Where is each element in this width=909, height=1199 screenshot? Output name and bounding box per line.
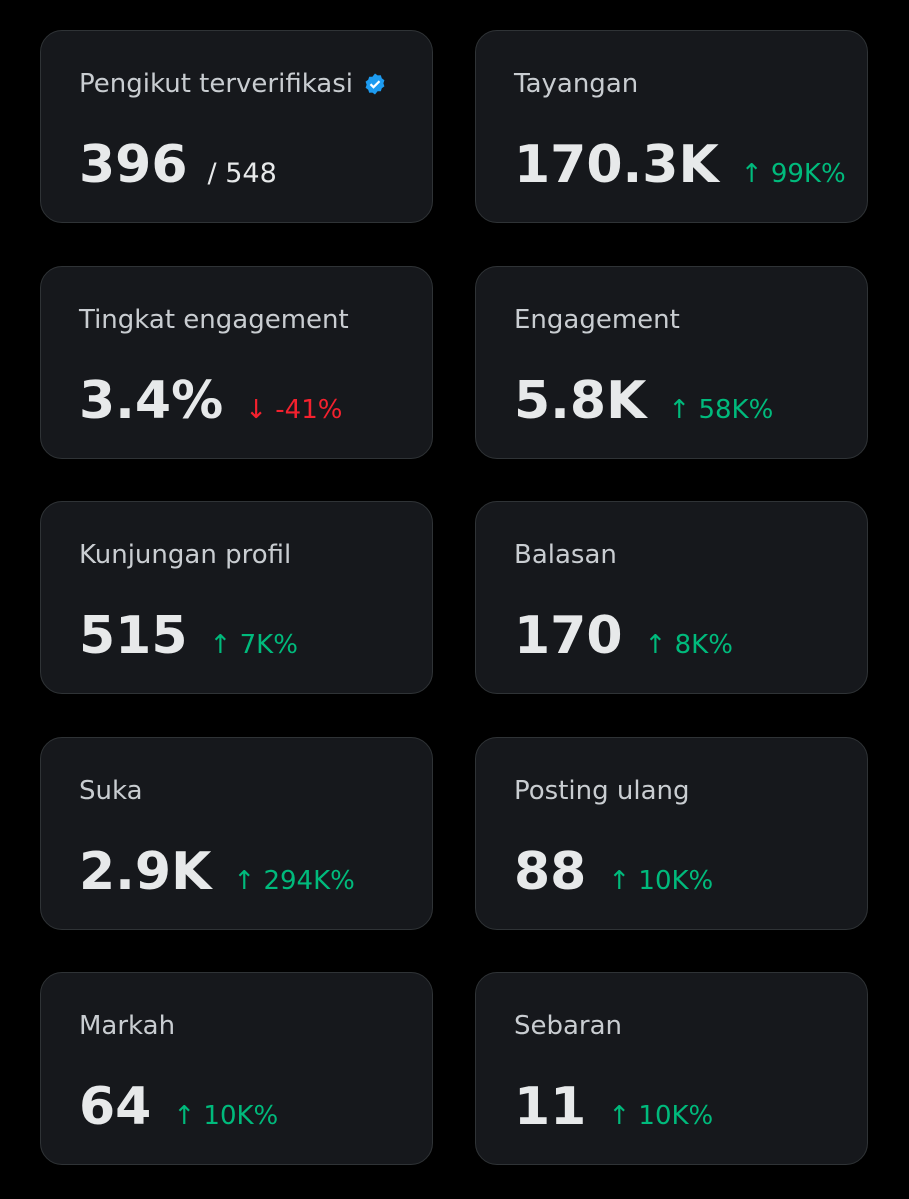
stat-label-wrap: Balasan <box>514 540 617 570</box>
stat-label: Posting ulang <box>514 775 690 806</box>
stat-card: Balasan 170 ↑ 8K% <box>475 501 868 694</box>
stat-value: 3.4% <box>79 370 224 431</box>
stat-total: / 548 <box>207 158 277 189</box>
stat-label: Kunjungan profil <box>79 540 292 570</box>
stat-card: Tayangan 170.3K ↑ 99K% <box>475 30 868 223</box>
stat-label: Suka <box>79 775 143 806</box>
stat-value: 515 <box>79 606 188 666</box>
stat-card: Markah 64 ↑ 10K% <box>40 972 433 1165</box>
stat-row: 515 ↑ 7K% <box>79 606 298 666</box>
stat-change: ↑ 8K% <box>644 630 733 660</box>
stat-label-wrap: Markah <box>79 1011 175 1041</box>
stat-value: 11 <box>514 1077 587 1137</box>
stat-label-wrap: Pengikut terverifikasi <box>79 69 387 99</box>
stat-label-wrap: Posting ulang <box>514 776 690 806</box>
stat-change: ↑ 10K% <box>173 1101 279 1131</box>
stat-row: 5.8K ↑ 58K% <box>514 371 773 431</box>
stat-card: Suka 2.9K ↑ 294K% <box>40 736 433 930</box>
stat-row: 2.9K ↑ 294K% <box>79 842 355 902</box>
stat-label: Markah <box>79 1011 176 1041</box>
stat-label-wrap: Engagement <box>514 305 680 335</box>
stat-row: 88 ↑ 10K% <box>514 842 713 902</box>
stat-row: 170 ↑ 8K% <box>514 606 733 666</box>
stat-change: ↑ 294K% <box>233 865 355 896</box>
stat-change: ↑ 58K% <box>668 394 774 425</box>
stat-label-wrap: Kunjungan profil <box>79 540 291 570</box>
stat-value: 170.3K <box>514 135 719 195</box>
stat-label-wrap: Suka <box>79 776 143 806</box>
stat-label: Engagement <box>514 304 680 335</box>
stat-label-wrap: Sebaran <box>514 1011 622 1041</box>
stat-value: 170 <box>514 606 623 666</box>
stat-change: ↑ 10K% <box>608 865 714 896</box>
stat-label: Balasan <box>514 540 617 570</box>
stat-row: 11 ↑ 10K% <box>514 1077 713 1137</box>
stat-change: ↑ 10K% <box>608 1101 714 1131</box>
stat-label: Sebaran <box>514 1011 623 1041</box>
stat-row: 396 / 548 <box>79 135 277 195</box>
stat-change: ↑ 99K% <box>740 159 846 189</box>
stat-value: 64 <box>79 1077 152 1137</box>
stat-card: Pengikut terverifikasi 396 / 548 <box>40 30 433 223</box>
stat-change: ↓ -41% <box>245 394 343 425</box>
stat-card: Tingkat engagement 3.4% ↓ -41% <box>40 265 433 459</box>
stat-change: ↑ 7K% <box>209 630 298 660</box>
stat-label-wrap: Tingkat engagement <box>79 305 349 335</box>
verified-badge <box>365 73 385 95</box>
stat-card: Kunjungan profil 515 ↑ 7K% <box>40 501 433 694</box>
stat-card: Engagement 5.8K ↑ 58K% <box>475 265 868 459</box>
stat-value: 396 <box>79 135 188 195</box>
stat-value: 88 <box>514 841 587 902</box>
stat-row: 64 ↑ 10K% <box>79 1077 278 1137</box>
stat-value: 5.8K <box>514 370 647 431</box>
stat-row: 170.3K ↑ 99K% <box>514 135 846 195</box>
stat-card: Posting ulang 88 ↑ 10K% <box>475 736 868 930</box>
stat-label: Pengikut terverifikasi <box>79 69 354 99</box>
stat-card: Sebaran 11 ↑ 10K% <box>475 972 868 1165</box>
stat-label-wrap: Tayangan <box>514 69 638 99</box>
stat-value: 2.9K <box>79 841 212 902</box>
stat-row: 3.4% ↓ -41% <box>79 371 342 431</box>
stat-label: Tayangan <box>514 69 639 99</box>
stat-label: Tingkat engagement <box>79 304 349 335</box>
